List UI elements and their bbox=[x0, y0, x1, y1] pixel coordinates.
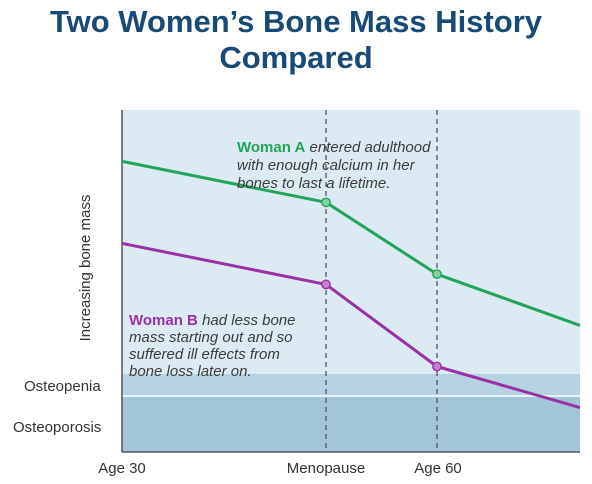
woman-b-marker-menopause bbox=[321, 279, 331, 290]
woman-b-annotation-line-3: suffered ill effects from bbox=[129, 346, 280, 363]
osteopenia-zone bbox=[122, 374, 580, 396]
zone-label-osteopenia: Osteopenia bbox=[24, 378, 101, 395]
osteoporosis-zone bbox=[122, 396, 580, 452]
annotation-layer: Woman A entered adulthood with enough cal… bbox=[129, 139, 431, 380]
chart-title: Two Women’s Bone Mass History Compared bbox=[0, 4, 592, 76]
woman-b-line bbox=[121, 241, 581, 409]
woman-a-annotation-lead: Woman A bbox=[237, 139, 306, 156]
woman-b-marker-age-60 bbox=[432, 361, 442, 372]
woman-b-annotation-line-4: bone loss later on. bbox=[129, 363, 252, 380]
chart-title-line-2: Compared bbox=[219, 40, 373, 75]
x-tick-label-menopause: Menopause bbox=[287, 460, 365, 477]
woman-b-annotation-line-1: had less bone bbox=[198, 312, 296, 329]
series-layer bbox=[121, 159, 581, 409]
woman-a-annotation: Woman A entered adulthood with enough cal… bbox=[237, 139, 431, 192]
woman-a-annotation-line-2: with enough calcium in her bbox=[237, 157, 416, 174]
x-tick-label-age-30: Age 30 bbox=[98, 460, 146, 477]
x-tick-label-age-60: Age 60 bbox=[414, 460, 462, 477]
woman-a-annotation-line-3: bones to last a lifetime. bbox=[237, 175, 390, 192]
woman-a-marker-menopause bbox=[321, 197, 331, 208]
chart-title-line-1: Two Women’s Bone Mass History bbox=[49, 4, 543, 39]
woman-a-marker-age-60 bbox=[432, 269, 442, 280]
woman-b-annotation: Woman B had less bone mass starting out a… bbox=[129, 312, 295, 380]
zone-label-osteoporosis: Osteoporosis bbox=[13, 419, 101, 436]
woman-a-annotation-line-1: entered adulthood bbox=[305, 139, 431, 156]
woman-a-line bbox=[121, 159, 581, 327]
woman-b-annotation-lead: Woman B bbox=[129, 312, 198, 329]
woman-b-annotation-line-2: mass starting out and so bbox=[129, 329, 292, 346]
y-axis-label: Increasing bone mass bbox=[77, 195, 94, 342]
